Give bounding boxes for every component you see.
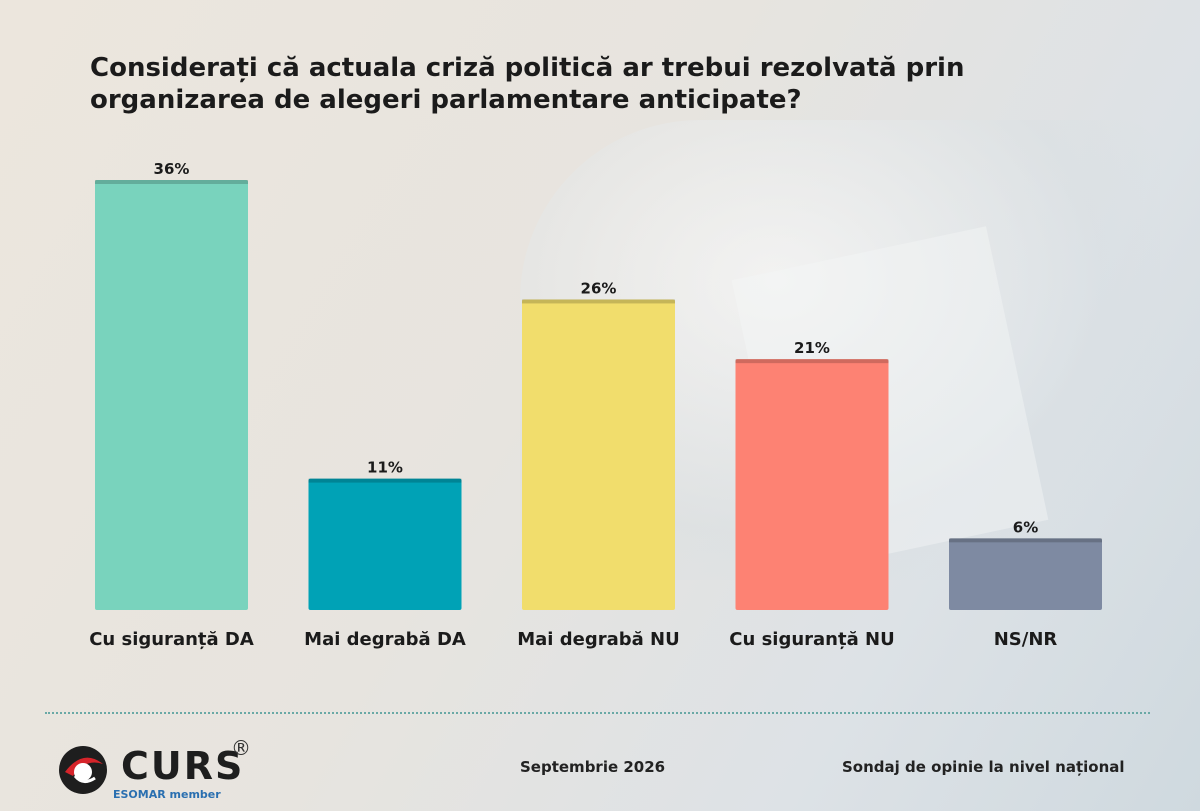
category-label-ns-nr: NS/NR <box>994 629 1058 650</box>
esomar-badge: ESOMAR member <box>113 788 221 801</box>
bar-top-edge-cu-siguranta-da <box>95 180 248 184</box>
bar-mai-degraba-da <box>308 478 462 610</box>
bar-top-edge-cu-siguranta-nu <box>735 359 889 364</box>
curs-logo: CURS ® ESOMAR member <box>55 736 265 804</box>
value-label-mai-degraba-da: 11% <box>367 459 403 477</box>
bar-ns-nr <box>949 538 1102 610</box>
registered-mark: ® <box>231 736 251 760</box>
chart-title: Considerați că actuala criză politică ar… <box>90 53 965 115</box>
bar-top-edge-mai-degraba-da <box>308 478 462 483</box>
survey-source: Sondaj de opinie la nivel național <box>842 758 1125 776</box>
value-label-ns-nr: 6% <box>1013 518 1038 536</box>
category-label-mai-degraba-da: Mai degrabă DA <box>304 629 466 650</box>
bar-mai-degraba-nu <box>522 299 675 610</box>
bar-top-edge-ns-nr <box>949 538 1102 543</box>
category-label-mai-degraba-nu: Mai degrabă NU <box>517 629 679 650</box>
category-label-cu-siguranta-da: Cu siguranță DA <box>89 629 254 650</box>
value-label-cu-siguranta-da: 36% <box>154 160 190 178</box>
footer-divider <box>45 712 1150 714</box>
bar-top-edge-mai-degraba-nu <box>522 299 675 304</box>
bar-chart: 36% Cu siguranță DA 11% Mai degrabă DA 26% Ma… <box>89 160 1102 650</box>
value-label-mai-degraba-nu: 26% <box>581 279 617 297</box>
value-label-cu-siguranta-nu: 21% <box>794 339 830 357</box>
logo-wordmark: CURS <box>121 744 245 788</box>
bar-cu-siguranta-da <box>95 180 248 610</box>
survey-date: Septembrie 2026 <box>520 758 666 776</box>
bar-cu-siguranta-nu <box>735 359 889 610</box>
curs-logo-icon <box>59 746 107 794</box>
category-label-cu-siguranta-nu: Cu siguranță NU <box>729 629 894 650</box>
